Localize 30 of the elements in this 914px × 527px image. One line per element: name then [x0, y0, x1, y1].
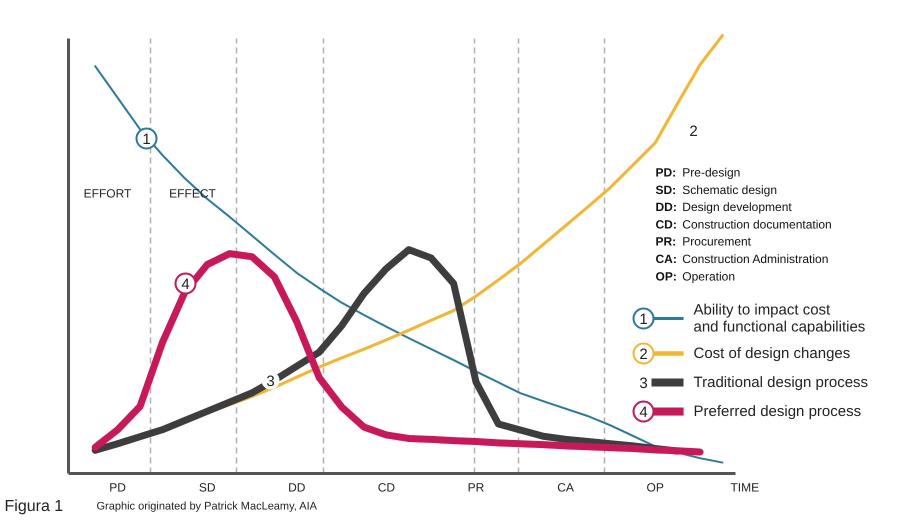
- legend-label: Preferred design process: [694, 403, 862, 420]
- legend-label: Ability to impact cost and functional capabilities: [694, 302, 866, 336]
- text: 4: [639, 404, 648, 421]
- legend-label: Cost of design changes: [694, 345, 850, 362]
- annotation: SD: Schematic design: [656, 182, 778, 197]
- x-tick-label: CD: [378, 480, 396, 494]
- annotation: OP: Operation: [656, 269, 736, 284]
- x-tick-label: OP: [646, 480, 664, 494]
- text: 3: [639, 375, 648, 392]
- x-tick-label: PR: [468, 480, 485, 494]
- x-tick-label: TIME: [730, 480, 760, 494]
- annotation: 1: [142, 131, 151, 148]
- annotation: 2: [689, 123, 698, 140]
- text: 1: [639, 311, 648, 328]
- annotation: PD: Pre-design: [656, 166, 740, 180]
- annotation: PR: Procurement: [656, 234, 752, 249]
- x-tick-label: PD: [109, 480, 126, 494]
- annotation: 3: [266, 373, 275, 390]
- annotation: 4: [181, 276, 190, 293]
- legend-label: Traditional design process: [694, 374, 868, 391]
- annotation: CA: Construction Administration: [656, 252, 828, 266]
- x-tick-label: SD: [198, 480, 216, 494]
- annotation: DD: Design development: [656, 200, 792, 214]
- text: Graphic originated by Patrick MacLeamy, AIA: [96, 500, 318, 512]
- annotation: CD: Construction documentation: [656, 217, 832, 232]
- text: 2: [639, 346, 648, 363]
- annotation: EFFORT: [84, 186, 132, 200]
- text: Figura 1: [4, 498, 64, 515]
- x-tick-label: DD: [288, 480, 306, 494]
- x-tick-label: CA: [557, 480, 574, 494]
